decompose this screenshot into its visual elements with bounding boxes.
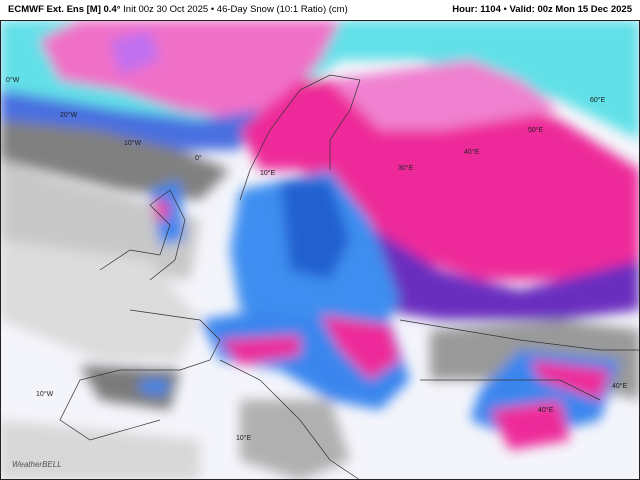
grid-label: 40°E [464, 148, 480, 156]
model: ECMWF Ext. Ens [M] 0.4° [8, 4, 121, 15]
grid-label: 10°E [260, 169, 276, 177]
grid-label: 10°W [124, 139, 142, 147]
header-left: ECMWF Ext. Ens [M] 0.4° Init 00z 30 Oct … [8, 0, 348, 20]
hour: Hour: 1104 [452, 4, 501, 15]
grid-label: 0°W [6, 76, 20, 84]
grid-label: 20°W [60, 111, 78, 119]
grid-label: 50°E [528, 126, 544, 134]
grid-label: 30°E [398, 164, 414, 172]
header: ECMWF Ext. Ens [M] 0.4° Init 00z 30 Oct … [0, 0, 640, 20]
coastlines [59, 74, 640, 480]
grid-label: 40°E [612, 382, 628, 390]
valid: Valid: 00z Mon 15 Dec 2025 [509, 4, 632, 15]
description: Init 00z 30 Oct 2025 • 46-Day Snow (10:1… [123, 4, 348, 15]
header-right: Hour: 1104 • Valid: 00z Mon 15 Dec 2025 [452, 4, 632, 15]
grid-label: 10°E [236, 434, 252, 442]
watermark: WeatherBELL [12, 460, 62, 469]
grid-label: 0° [195, 154, 202, 162]
grid-label: 40°E [538, 406, 554, 414]
grid-label: 10°W [36, 390, 54, 398]
grid-label: 60°E [590, 96, 606, 104]
snow-map: 0°W 20°W 10°W 0° 10°E 30°E 40°E 50°E 60°E 10°W 10°… [0, 20, 640, 480]
grid-labels: 0°W 20°W 10°W 0° 10°E 30°E 40°E 50°E 60°E 10°W 10°… [6, 76, 628, 442]
